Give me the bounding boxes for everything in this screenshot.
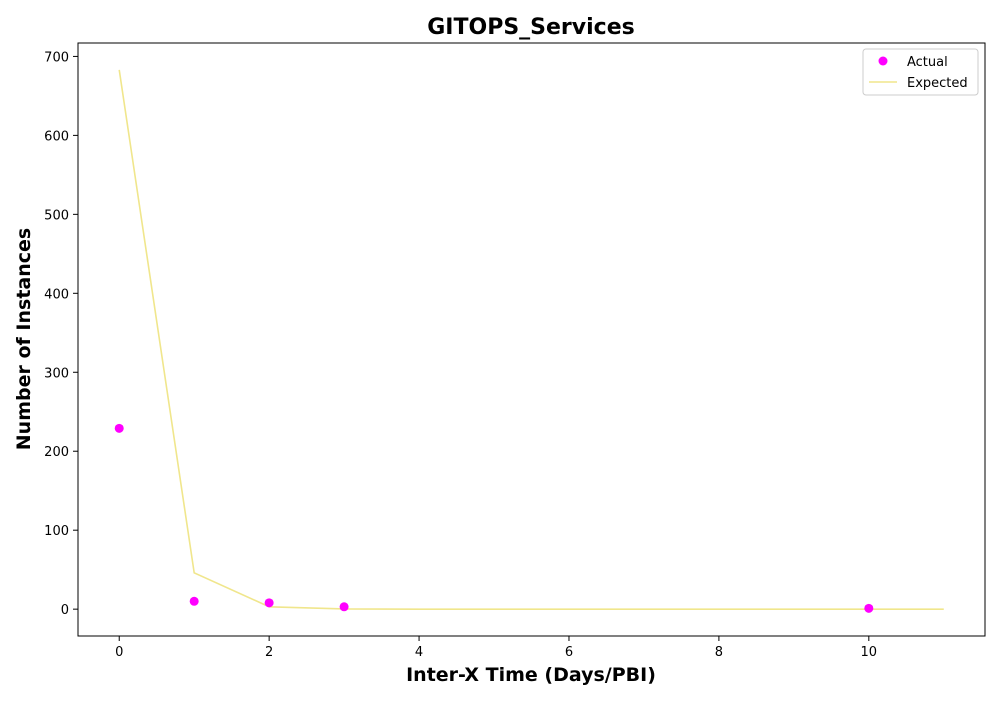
y-tick-label: 400 [44, 287, 69, 302]
data-point-actual-1 [189, 596, 199, 606]
y-tick-label: 500 [44, 208, 69, 223]
x-tick-label: 8 [715, 645, 723, 660]
x-tick-label: 10 [861, 645, 878, 660]
y-axis-label: Number of Instances [13, 228, 35, 450]
data-point-actual-2 [264, 598, 274, 608]
legend: Actual Expected [862, 48, 979, 96]
x-tick-label: 4 [415, 645, 423, 660]
chart-title: GITOPS_Services [427, 15, 634, 40]
y-tick-label: 0 [61, 603, 69, 618]
x-axis-label: Inter-X Time (Days/PBI) [406, 664, 656, 686]
x-tick-label: 6 [565, 645, 573, 660]
x-tick-label: 0 [115, 645, 123, 660]
legend-marker-actual [878, 56, 888, 66]
y-tick-label: 300 [44, 366, 69, 381]
data-point-actual-4 [864, 603, 874, 613]
data-point-actual-3 [339, 602, 349, 612]
legend-label-expected: Expected [907, 76, 968, 91]
legend-label-actual: Actual [907, 55, 948, 70]
legend-box [862, 48, 979, 96]
y-tick-label: 200 [44, 445, 69, 460]
axes-frame [77, 42, 986, 637]
series-line-expected [118, 69, 944, 610]
y-tick-label: 700 [44, 50, 69, 65]
y-tick-label: 600 [44, 129, 69, 144]
data-point-actual-0 [114, 423, 124, 433]
x-tick-label: 2 [265, 645, 273, 660]
y-tick-label: 100 [44, 524, 69, 539]
